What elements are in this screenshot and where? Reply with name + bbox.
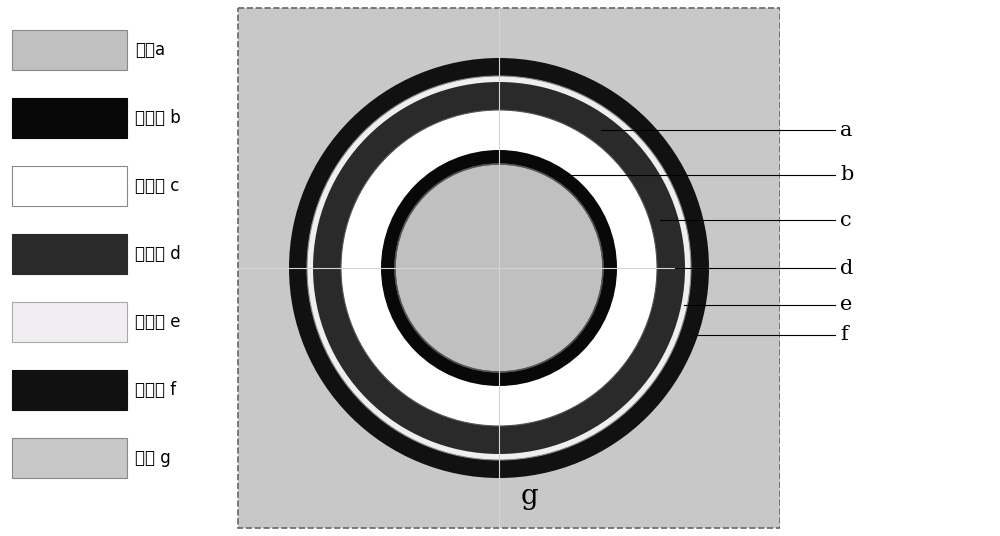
Circle shape [381, 150, 617, 386]
Text: 导体a: 导体a [135, 41, 165, 59]
Bar [238, 8, 780, 528]
Bar [12, 370, 127, 410]
Text: a: a [840, 121, 852, 139]
Text: f: f [840, 325, 848, 345]
Circle shape [289, 58, 709, 478]
Bar [12, 234, 127, 274]
Bar [12, 438, 127, 478]
Bar [12, 302, 127, 342]
Text: 外屏蔽 d: 外屏蔽 d [135, 245, 181, 263]
Bar [0, 0, 235, 536]
Circle shape [307, 76, 691, 460]
Circle shape [395, 164, 603, 372]
Text: 空气 g: 空气 g [135, 449, 171, 467]
Text: e: e [840, 295, 852, 315]
Text: 内屏蔽 b: 内屏蔽 b [135, 109, 181, 127]
Bar [12, 166, 127, 206]
Bar [780, 0, 1000, 536]
Text: 外护套 f: 外护套 f [135, 381, 176, 399]
Text: g: g [520, 483, 538, 510]
Text: 络缘层 c: 络缘层 c [135, 177, 179, 195]
Text: d: d [840, 258, 853, 278]
Text: b: b [840, 166, 853, 184]
Text: 铝护套 e: 铝护套 e [135, 313, 180, 331]
Circle shape [313, 82, 685, 454]
Text: c: c [840, 211, 852, 229]
Bar [12, 98, 127, 138]
Circle shape [341, 110, 657, 426]
Bar [12, 30, 127, 70]
